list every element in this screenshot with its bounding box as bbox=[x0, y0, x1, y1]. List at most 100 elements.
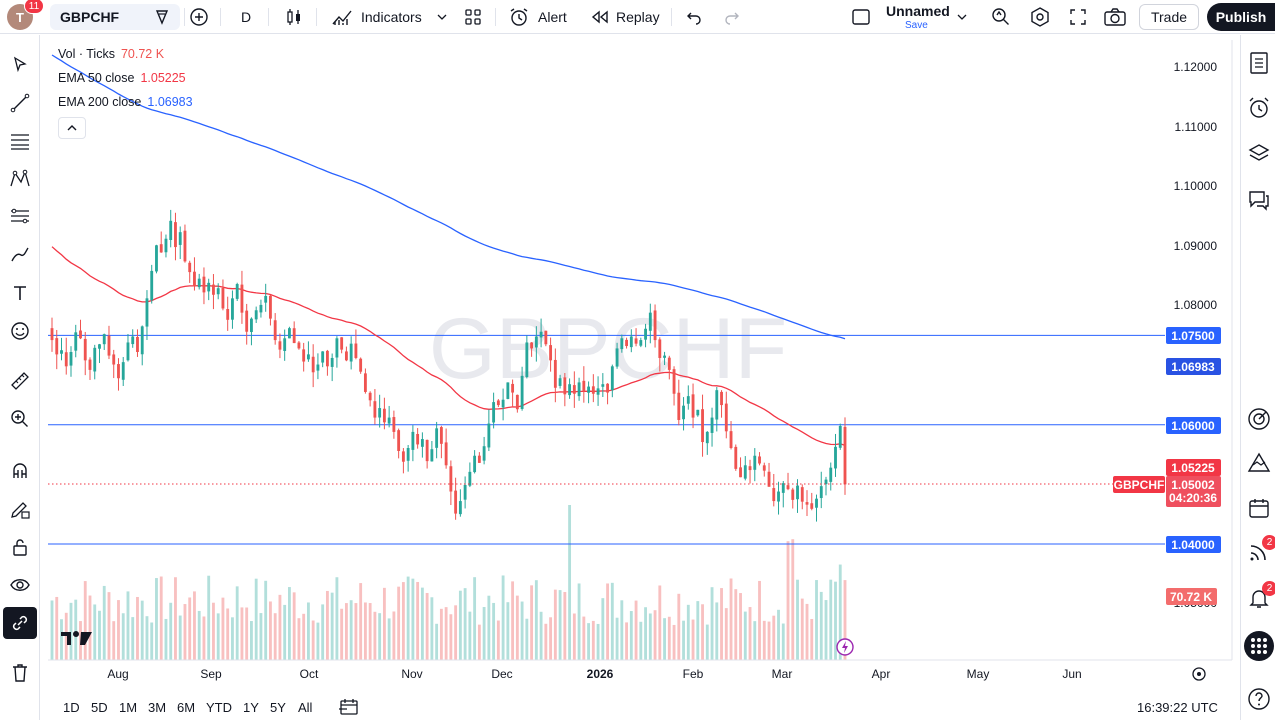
text-tool-icon[interactable] bbox=[3, 277, 37, 309]
layers-icon[interactable] bbox=[1242, 137, 1275, 171]
fullscreen-icon[interactable] bbox=[1068, 0, 1088, 34]
interval-button[interactable]: D bbox=[241, 9, 252, 25]
range-button[interactable]: 5D bbox=[91, 699, 108, 715]
volume-bar bbox=[515, 595, 519, 660]
candle-body bbox=[701, 409, 704, 443]
brush-icon[interactable] bbox=[3, 239, 37, 271]
volume-bar bbox=[88, 595, 92, 660]
level-040-tag: 1.04000 bbox=[1171, 538, 1215, 552]
volume-bar bbox=[496, 620, 500, 660]
notifications-bell-icon[interactable]: 2 bbox=[1242, 581, 1275, 615]
volume-bar bbox=[553, 589, 557, 660]
symbol-flag-icon[interactable] bbox=[153, 0, 171, 34]
calendar-icon[interactable] bbox=[1242, 491, 1275, 525]
trash-icon[interactable] bbox=[3, 657, 37, 689]
zoom-in-icon[interactable] bbox=[3, 403, 37, 435]
ruler-icon[interactable] bbox=[3, 365, 37, 397]
candle-body bbox=[273, 320, 277, 341]
lock-icon[interactable] bbox=[3, 531, 37, 563]
trade-button[interactable]: Trade bbox=[1139, 4, 1199, 30]
ema-lines bbox=[51, 54, 846, 447]
volume-bar bbox=[501, 575, 505, 660]
range-button[interactable]: 1Y bbox=[243, 699, 259, 715]
volume-bar bbox=[107, 592, 111, 660]
chat-icon[interactable] bbox=[1242, 183, 1275, 217]
layout-name[interactable]: Unnamed bbox=[886, 3, 950, 19]
utc-clock[interactable]: 16:39:22 UTC bbox=[1137, 699, 1218, 715]
candle-body bbox=[463, 484, 467, 500]
help-icon[interactable] bbox=[1242, 682, 1275, 716]
layout-checkbox-icon[interactable] bbox=[851, 0, 871, 34]
goto-date-calendar-icon[interactable] bbox=[338, 694, 360, 720]
quick-search-icon[interactable] bbox=[990, 0, 1012, 34]
ideas-stream-icon[interactable]: 2 bbox=[1242, 535, 1275, 569]
range-button[interactable]: YTD bbox=[206, 699, 232, 715]
link-icon[interactable] bbox=[3, 607, 37, 639]
layout-save-label[interactable]: Save bbox=[905, 19, 928, 31]
indicators-button[interactable]: Indicators bbox=[331, 0, 422, 34]
volume-legend[interactable]: Vol · Ticks 70.72 K bbox=[58, 47, 164, 61]
compare-plus-icon[interactable] bbox=[189, 0, 209, 34]
range-button[interactable]: 1D bbox=[63, 699, 80, 715]
time-axis-settings-icon[interactable] bbox=[1192, 667, 1206, 681]
collapse-legend-chevron-icon[interactable] bbox=[58, 117, 86, 139]
layouts-grid-icon[interactable] bbox=[463, 0, 483, 34]
ema50-legend[interactable]: EMA 50 close 1.05225 bbox=[58, 71, 186, 85]
fib-tool-icon[interactable] bbox=[3, 201, 37, 233]
range-button[interactable]: All bbox=[298, 699, 313, 715]
redo-icon[interactable] bbox=[723, 0, 741, 34]
eye-icon[interactable] bbox=[3, 569, 37, 601]
settings-gear-icon[interactable] bbox=[1029, 0, 1051, 34]
range-button[interactable]: 6M bbox=[177, 699, 196, 715]
pine-triangle-icon[interactable] bbox=[1242, 446, 1275, 480]
pattern-icon[interactable] bbox=[3, 163, 37, 195]
horizontal-lines-icon[interactable] bbox=[3, 125, 37, 157]
apps-grid-icon[interactable] bbox=[1242, 629, 1275, 663]
alert-button[interactable]: Alert bbox=[509, 0, 567, 34]
price-axis[interactable]: 1.12000 1.11000 1.10000 1.09000 1.08000 … bbox=[1174, 60, 1218, 610]
candle-body bbox=[302, 349, 306, 362]
candle-body bbox=[55, 338, 59, 355]
candle-body bbox=[758, 456, 761, 464]
range-button[interactable]: 5Y bbox=[270, 699, 286, 715]
target-icon[interactable] bbox=[1242, 402, 1275, 436]
magnet-icon[interactable] bbox=[3, 455, 37, 487]
range-button[interactable]: 1M bbox=[119, 699, 138, 715]
watchlist-icon[interactable] bbox=[1242, 46, 1275, 80]
undo-icon[interactable] bbox=[685, 0, 703, 34]
candle-body bbox=[615, 348, 619, 367]
publish-button[interactable]: Publish bbox=[1207, 3, 1275, 31]
top-toolbar: T 11 GBPCHF D Indicators Alert Replay bbox=[0, 0, 1275, 34]
layout-dropdown-chevron-icon[interactable] bbox=[956, 0, 968, 34]
indicators-dropdown-chevron-icon[interactable] bbox=[436, 0, 448, 34]
emoji-icon[interactable] bbox=[3, 315, 37, 347]
volume-bar bbox=[634, 600, 638, 660]
pencil-lock-icon[interactable] bbox=[3, 493, 37, 525]
candle-body bbox=[667, 357, 671, 370]
trend-line-icon[interactable] bbox=[3, 87, 37, 119]
time-tick: Nov bbox=[401, 667, 422, 681]
price-chart[interactable]: GBPCHF 1.12000 1.11000 1.10000 1.09000 1… bbox=[0, 0, 1240, 720]
volume-bar bbox=[539, 611, 543, 660]
candle-body bbox=[492, 402, 496, 423]
candle-body bbox=[245, 310, 249, 332]
screenshot-camera-icon[interactable] bbox=[1103, 0, 1127, 34]
lightning-event-icon[interactable] bbox=[836, 638, 854, 656]
volume-bar bbox=[739, 593, 742, 660]
replay-button[interactable]: Replay bbox=[590, 0, 660, 34]
candle-body bbox=[311, 356, 315, 373]
candle-body bbox=[193, 271, 196, 287]
symbol-name[interactable]: GBPCHF bbox=[60, 9, 120, 25]
volume-bar bbox=[644, 607, 647, 660]
cursor-icon[interactable] bbox=[3, 49, 37, 81]
range-button[interactable]: 3M bbox=[148, 699, 167, 715]
candles-icon[interactable] bbox=[284, 0, 304, 34]
ema200-tag-bg bbox=[1166, 358, 1221, 375]
time-axis[interactable]: Aug Sep Oct Nov Dec 2026 Feb Mar Apr May… bbox=[107, 667, 1081, 681]
candle-body bbox=[829, 467, 833, 482]
volume-bar bbox=[373, 611, 377, 660]
alarm-icon[interactable] bbox=[1242, 91, 1275, 125]
candle-body bbox=[102, 334, 106, 345]
symbol-search-box[interactable] bbox=[50, 4, 180, 30]
ema200-legend[interactable]: EMA 200 close 1.06983 bbox=[58, 95, 193, 109]
